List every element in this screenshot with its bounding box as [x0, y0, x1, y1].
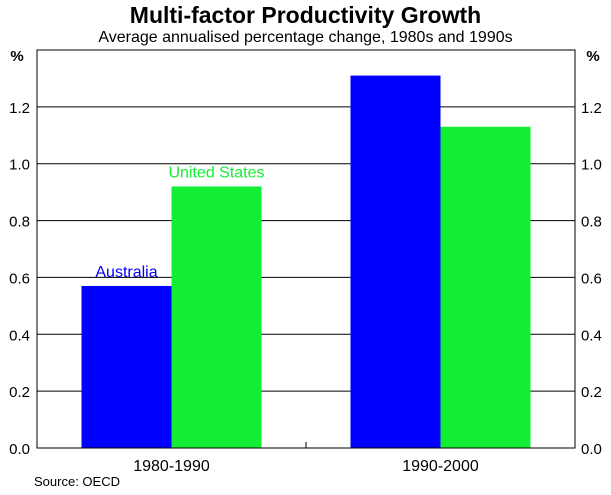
- y-tick-label-left: 0.6: [9, 270, 30, 287]
- series-label-australia: Australia: [95, 264, 157, 281]
- y-tick-label-left: 0.0: [9, 441, 30, 458]
- bar-australia-1980-1990: [81, 285, 172, 448]
- series-label-united-states: United States: [168, 164, 264, 181]
- y-tick-label-right: 1.0: [581, 157, 602, 174]
- y-tick-label-left: 1.2: [9, 100, 30, 117]
- y-unit-right: %: [586, 48, 599, 65]
- y-tick-label-left: 1.0: [9, 157, 30, 174]
- source-note: Source: OECD: [34, 474, 120, 489]
- y-tick-label-left: 0.8: [9, 214, 30, 231]
- y-tick-label-left: 0.4: [9, 327, 30, 344]
- plot-frame: [36, 49, 576, 449]
- y-tick-label-right: 1.2: [581, 100, 602, 117]
- chart-subtitle: Average annualised percentage change, 19…: [98, 29, 513, 46]
- bar-united-states-1980-1990: [171, 186, 262, 448]
- y-tick-label-left: 0.2: [9, 384, 30, 401]
- x-tick-label: 1990-2000: [402, 458, 479, 475]
- chart-title: Multi-factor Productivity Growth: [129, 2, 482, 28]
- y-tick-label-right: 0.0: [581, 441, 602, 458]
- bar-united-states-1990-2000: [440, 126, 531, 448]
- y-unit-left: %: [10, 48, 23, 65]
- y-tick-label-right: 0.8: [581, 214, 602, 231]
- y-tick-label-right: 0.6: [581, 270, 602, 287]
- y-tick-label-right: 0.2: [581, 384, 602, 401]
- x-tick-label: 1980-1990: [133, 458, 210, 475]
- y-tick-label-right: 0.4: [581, 327, 602, 344]
- bar-australia-1990-2000: [350, 75, 441, 448]
